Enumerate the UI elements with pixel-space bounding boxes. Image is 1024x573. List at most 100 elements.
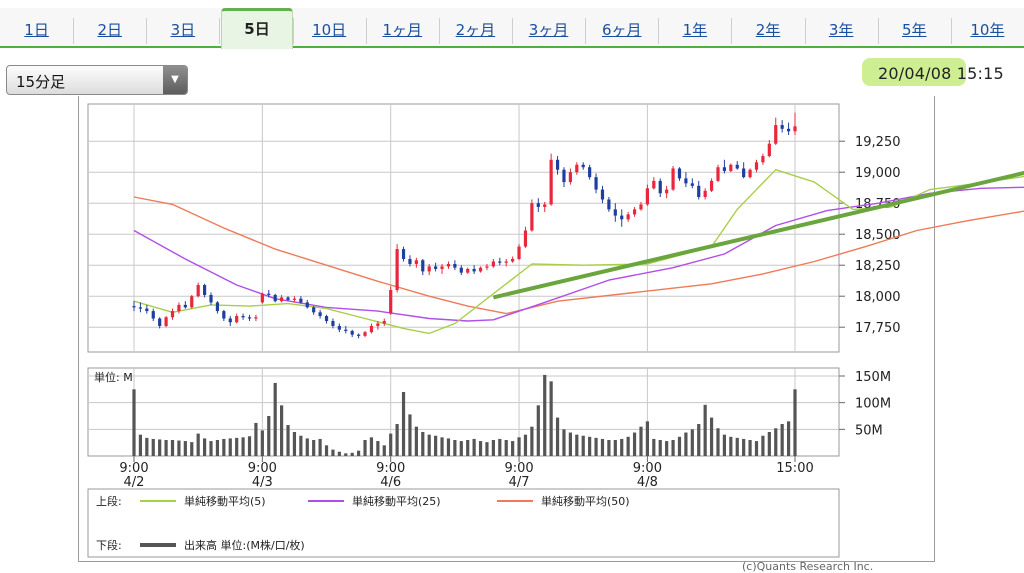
volume-bar xyxy=(742,438,746,456)
volume-bar xyxy=(703,404,707,456)
candle-body xyxy=(318,312,322,317)
volume-bar xyxy=(222,438,226,456)
candle-body xyxy=(273,294,277,302)
volume-bar xyxy=(292,432,297,456)
tab-11[interactable]: 3年 xyxy=(828,21,854,39)
tab-6[interactable]: 2ヶ月 xyxy=(455,21,496,39)
candle-body xyxy=(504,261,508,263)
candle-body xyxy=(498,261,502,263)
volume-bar xyxy=(440,437,444,456)
candle-body xyxy=(260,293,264,303)
volume-bar xyxy=(684,432,688,456)
candle-body xyxy=(600,189,605,200)
candle-body xyxy=(247,317,252,319)
volume-bar xyxy=(312,440,316,456)
candle-body xyxy=(697,185,701,197)
price-tick-label: 18,500 xyxy=(855,228,901,243)
candle-body xyxy=(190,296,194,308)
legend-item-label: 単純移動平均(25) xyxy=(352,494,441,508)
volume-bar xyxy=(485,442,489,456)
candle-body xyxy=(331,321,335,326)
tab-0[interactable]: 1日 xyxy=(24,21,49,39)
price-panel xyxy=(87,103,840,353)
volume-bar xyxy=(453,440,457,456)
tab-2[interactable]: 3日 xyxy=(170,21,196,39)
volume-bar xyxy=(780,424,784,456)
copyright-text: (c)Quants Research Inc. xyxy=(742,560,874,573)
volume-bar xyxy=(170,440,175,456)
price-tick-label: 19,250 xyxy=(855,135,901,150)
volume-bar xyxy=(658,440,662,456)
candle-body xyxy=(324,316,329,321)
candle-body xyxy=(568,172,572,183)
candle-body xyxy=(709,180,714,191)
candle-body xyxy=(575,164,579,173)
volume-bar xyxy=(568,432,572,456)
volume-bar xyxy=(555,417,560,456)
price-tick-label: 18,250 xyxy=(855,259,901,274)
volume-bar xyxy=(228,438,232,456)
candle-body xyxy=(549,159,553,205)
date-tick-label: 4/7 xyxy=(509,475,530,490)
interval-select[interactable]: 15分足 ▼ xyxy=(6,65,188,95)
candle-body xyxy=(408,259,412,264)
highlight-marker xyxy=(862,58,966,86)
chart-frame xyxy=(78,96,935,562)
volume-bar xyxy=(767,432,771,456)
tab-5[interactable]: 1ヶ月 xyxy=(382,21,423,39)
tab-8[interactable]: 6ヶ月 xyxy=(601,21,642,39)
candle-body xyxy=(440,266,444,269)
volume-bar xyxy=(536,405,540,456)
volume-bar xyxy=(247,436,252,456)
tab-1[interactable]: 2日 xyxy=(97,21,122,39)
volume-bar xyxy=(530,426,534,456)
candle-body xyxy=(177,304,181,312)
candle-body xyxy=(774,125,778,144)
volume-bar xyxy=(241,437,245,456)
candle-body xyxy=(716,167,720,181)
legend-volume-label: 出来高 単位:(M株/口/枚) xyxy=(184,538,305,552)
date-tick-label: 4/8 xyxy=(637,475,658,490)
candle-body xyxy=(652,180,656,189)
time-tick-label: 15:00 xyxy=(776,461,813,476)
candle-body xyxy=(401,249,406,259)
tab-separator xyxy=(950,18,952,44)
legend-upper-label: 上段: xyxy=(96,494,122,508)
candle-body xyxy=(395,249,399,290)
tab-3[interactable]: 5日 xyxy=(221,8,293,49)
tab-separator xyxy=(731,18,733,44)
volume-bar xyxy=(543,374,547,456)
candle-body xyxy=(312,307,316,313)
candle-body xyxy=(145,308,149,312)
volume-bar xyxy=(196,433,200,456)
volume-bar xyxy=(190,442,194,456)
tab-4[interactable]: 10日 xyxy=(312,21,347,39)
tab-separator xyxy=(585,18,587,44)
tab-separator xyxy=(73,18,75,44)
candle-body xyxy=(459,267,463,273)
volume-bar xyxy=(575,434,579,456)
chevron-down-icon[interactable]: ▼ xyxy=(163,66,187,94)
candle-body xyxy=(677,168,682,179)
tab-10[interactable]: 2年 xyxy=(755,21,781,39)
candle-body xyxy=(164,317,168,326)
price-tick-label: 17,750 xyxy=(855,321,901,336)
tab-13[interactable]: 10年 xyxy=(970,21,1005,39)
candle-body xyxy=(453,263,457,268)
candle-body xyxy=(158,318,162,326)
volume-bar xyxy=(722,434,727,456)
candle-body xyxy=(241,316,245,318)
volume-bar xyxy=(324,445,329,456)
trend-highlight-line xyxy=(492,170,1024,300)
tab-12[interactable]: 5年 xyxy=(902,21,927,39)
tab-9[interactable]: 1年 xyxy=(682,21,708,39)
candle-body xyxy=(363,332,367,336)
tab-separator xyxy=(438,18,440,44)
volume-bar xyxy=(594,437,598,456)
tab-7[interactable]: 3ヶ月 xyxy=(528,21,569,39)
date-tick-label: 4/3 xyxy=(252,475,273,490)
candle-body xyxy=(517,246,521,259)
candle-body xyxy=(581,164,585,168)
volume-bar xyxy=(305,438,309,456)
volume-bar xyxy=(414,426,418,456)
